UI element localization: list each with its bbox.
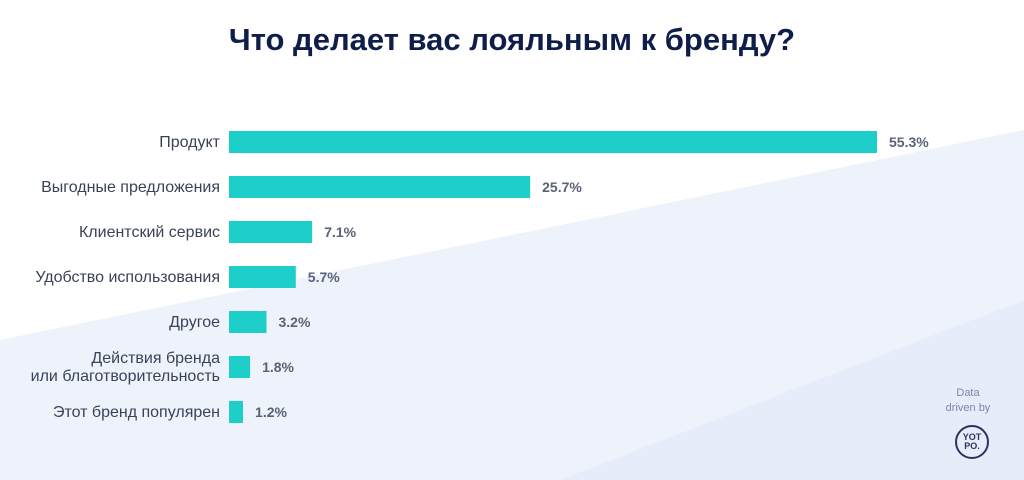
brand-caption-line2: driven by: [945, 402, 991, 414]
bar-0: [229, 131, 877, 153]
category-label-6: Этот бренд популярен: [53, 404, 220, 421]
bar-1: [229, 176, 531, 198]
category-label-1: Выгодные предложения: [41, 179, 220, 196]
category-label-4: Другое: [169, 314, 220, 331]
bar-4: [229, 311, 267, 333]
yotpo-logo: YOT PO.: [955, 425, 989, 459]
value-label-5: 1.8%: [262, 359, 294, 375]
chart-title: Что делает вас лояльным к бренду?: [228, 22, 796, 57]
bar-6: [229, 401, 244, 423]
value-label-0: 55.3%: [889, 134, 929, 150]
value-label-1: 25.7%: [542, 179, 582, 195]
category-label-3: Удобство использования: [35, 269, 220, 286]
bar-3: [229, 266, 296, 288]
brand-caption: Data driven by: [936, 386, 1000, 416]
value-label-3: 5.7%: [308, 269, 340, 285]
value-label-4: 3.2%: [278, 314, 310, 330]
category-label-0: Продукт: [159, 134, 220, 151]
value-label-6: 1.2%: [255, 404, 287, 420]
category-label-2: Клиентский сервис: [79, 224, 220, 241]
brand-caption-line1: Data: [956, 387, 980, 399]
category-label-5: Действия бренда или благотворительность: [31, 350, 220, 385]
bar-2: [229, 221, 313, 243]
bar-5: [229, 356, 251, 378]
value-label-2: 7.1%: [324, 224, 356, 240]
